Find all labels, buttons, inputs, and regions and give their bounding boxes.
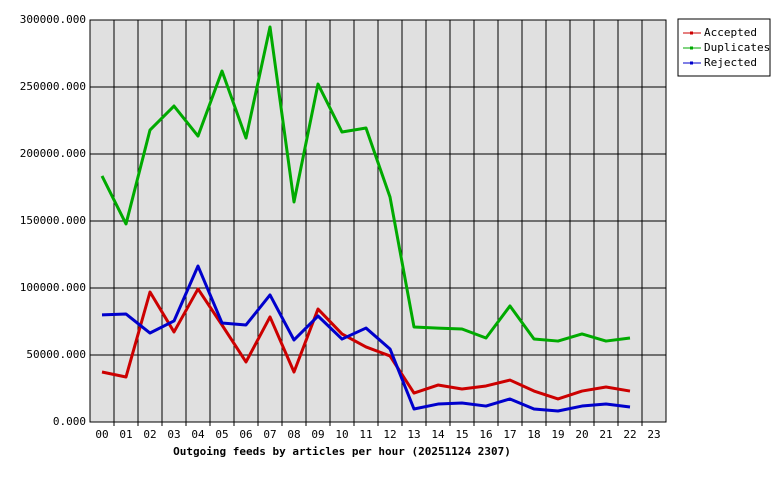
x-tick-label: 12 <box>383 428 396 441</box>
series-line <box>100 25 631 343</box>
y-tick-label: 200000.000 <box>20 147 86 160</box>
x-tick-label: 11 <box>359 428 372 441</box>
x-axis-title: Outgoing feeds by articles per hour (202… <box>173 445 511 458</box>
x-tick-label: 08 <box>287 428 300 441</box>
x-tick-label: 00 <box>95 428 108 441</box>
legend-label: Duplicates <box>704 41 770 54</box>
x-tick-label: 21 <box>599 428 612 441</box>
x-tick-label: 02 <box>143 428 156 441</box>
x-tick-label: 03 <box>167 428 180 441</box>
series-line <box>101 264 631 413</box>
x-tick-label: 04 <box>191 428 205 441</box>
y-tick-label: 250000.000 <box>20 80 86 93</box>
legend-swatch-dot <box>690 46 693 50</box>
x-tick-label: 16 <box>479 428 492 441</box>
x-tick-label: 10 <box>335 428 348 441</box>
x-tick-label: 09 <box>311 428 324 441</box>
x-tick-label: 13 <box>407 428 420 441</box>
y-tick-label: 100000.000 <box>20 281 86 294</box>
x-tick-label: 15 <box>455 428 468 441</box>
x-tick-label: 07 <box>263 428 276 441</box>
y-tick-label: 300000.000 <box>20 13 86 26</box>
legend-label: Rejected <box>704 56 757 69</box>
x-tick-label: 14 <box>431 428 445 441</box>
legend-swatch-dot <box>690 31 693 35</box>
x-tick-label: 05 <box>215 428 228 441</box>
y-tick-label: 50000.000 <box>26 348 86 361</box>
x-tick-label: 17 <box>503 428 516 441</box>
legend-swatch-dot <box>690 61 693 65</box>
x-tick-label: 06 <box>239 428 252 441</box>
x-tick-label: 01 <box>119 428 132 441</box>
x-tick-label: 23 <box>647 428 660 441</box>
y-tick-label: 150000.000 <box>20 214 86 227</box>
x-tick-label: 18 <box>527 428 540 441</box>
series-line <box>101 287 631 401</box>
x-tick-label: 19 <box>551 428 564 441</box>
x-tick-label: 20 <box>575 428 588 441</box>
x-tick-label: 22 <box>623 428 636 441</box>
y-tick-label: 0.000 <box>53 415 86 428</box>
legend-label: Accepted <box>704 26 757 39</box>
